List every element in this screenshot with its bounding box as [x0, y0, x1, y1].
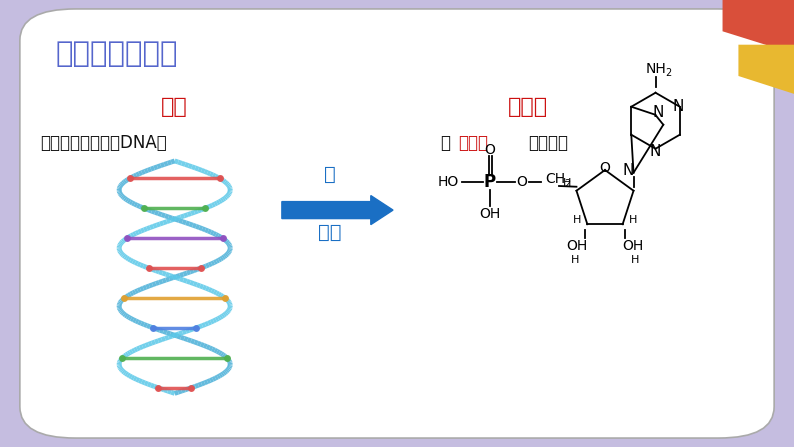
Text: O: O — [517, 175, 527, 189]
Text: 腺嘌呤: 腺嘌呤 — [458, 134, 488, 152]
Text: H: H — [573, 215, 581, 225]
Text: 2: 2 — [564, 179, 570, 189]
Text: N: N — [622, 163, 634, 178]
Text: H: H — [628, 215, 637, 225]
Text: H: H — [571, 255, 580, 265]
Text: 一、核酸的组成: 一、核酸的组成 — [56, 40, 178, 67]
Text: （脱氧核糖核酸，DNA）: （脱氧核糖核酸，DNA） — [40, 134, 167, 152]
Text: H: H — [630, 255, 639, 265]
Text: NH: NH — [646, 62, 666, 76]
Text: 酶: 酶 — [324, 165, 335, 184]
Text: CH: CH — [545, 172, 565, 186]
Polygon shape — [723, 0, 794, 54]
FancyArrow shape — [282, 196, 393, 224]
Text: H: H — [563, 178, 572, 188]
Text: P: P — [484, 173, 496, 191]
Text: OH: OH — [480, 207, 501, 221]
Text: OH: OH — [622, 239, 643, 253]
Polygon shape — [738, 45, 794, 94]
Text: 水解: 水解 — [318, 223, 341, 242]
Text: OH: OH — [567, 239, 588, 253]
FancyBboxPatch shape — [20, 9, 774, 438]
Text: 核苷酸: 核苷酸 — [508, 97, 548, 117]
Text: （: （ — [441, 134, 451, 152]
Text: N: N — [649, 144, 661, 159]
Text: 核酸: 核酸 — [161, 97, 188, 117]
Text: O: O — [599, 161, 611, 175]
Text: HO: HO — [437, 175, 459, 189]
Text: N: N — [653, 105, 664, 120]
Text: 核苷酸）: 核苷酸） — [528, 134, 568, 152]
Text: 2: 2 — [665, 68, 672, 78]
Text: O: O — [484, 143, 495, 157]
Text: N: N — [672, 99, 684, 114]
